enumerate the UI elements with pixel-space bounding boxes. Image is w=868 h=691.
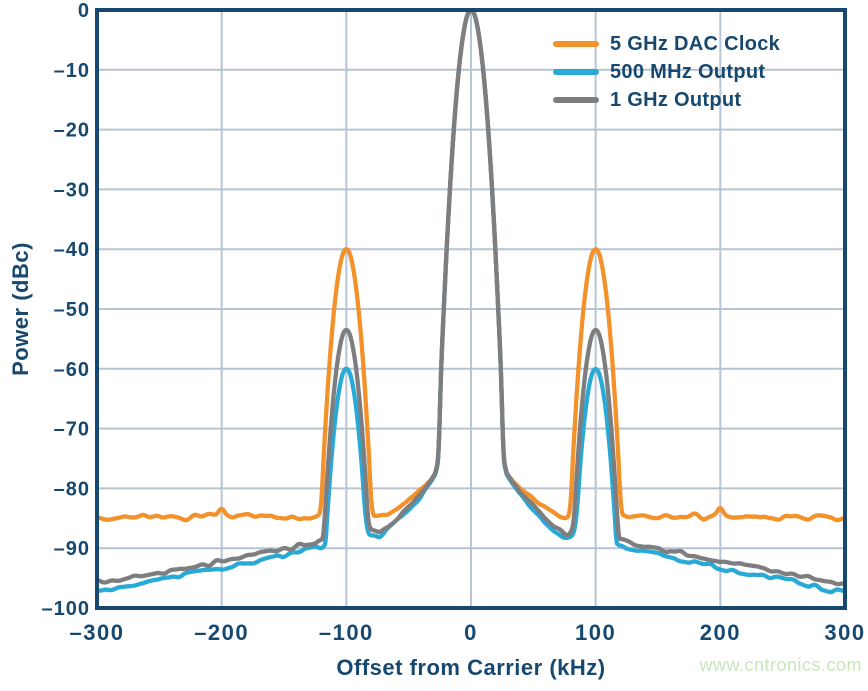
series-traces bbox=[97, 10, 845, 595]
y-tick-label: –20 bbox=[54, 120, 90, 142]
x-tick-label: –200 bbox=[194, 620, 249, 645]
x-tick-label: –100 bbox=[319, 620, 374, 645]
legend-item-2: 500 MHz Output bbox=[553, 58, 780, 86]
x-tick-label: 300 bbox=[824, 620, 865, 645]
y-axis-title: Power (dBc) bbox=[8, 242, 33, 376]
x-axis-title: Offset from Carrier (kHz) bbox=[336, 655, 606, 680]
x-tick-label: 100 bbox=[575, 620, 616, 645]
legend-swatch bbox=[553, 69, 599, 75]
y-tick-label: –50 bbox=[54, 299, 90, 321]
x-tick-label: 200 bbox=[700, 620, 741, 645]
legend-item-1: 5 GHz DAC Clock bbox=[553, 30, 780, 58]
y-tick-label: –40 bbox=[54, 239, 90, 261]
y-tick-label: –100 bbox=[42, 598, 91, 620]
gridlines bbox=[97, 10, 845, 608]
y-tick-label: –10 bbox=[54, 60, 90, 82]
tick-labels: 0–10–20–30–40–50–60–70–80–90–100–300 –200… bbox=[42, 0, 865, 645]
legend-item-3: 1 GHz Output bbox=[553, 86, 780, 114]
y-tick-label: 0 bbox=[78, 0, 90, 22]
x-tick-label: –300 bbox=[70, 620, 125, 645]
series-line-3 bbox=[97, 10, 845, 587]
series-line-2 bbox=[97, 10, 845, 595]
legend-swatch bbox=[553, 97, 599, 103]
y-tick-label: –60 bbox=[54, 359, 90, 381]
y-tick-label: –70 bbox=[54, 419, 90, 441]
legend: 5 GHz DAC Clock 500 MHz Output 1 GHz Outpu… bbox=[553, 30, 780, 114]
legend-swatch bbox=[553, 41, 599, 47]
axis-frame bbox=[95, 8, 847, 610]
y-tick-label: –30 bbox=[54, 179, 90, 201]
plot-frame bbox=[95, 8, 847, 610]
y-tick-label: –90 bbox=[54, 538, 90, 560]
y-tick-label: –80 bbox=[54, 478, 90, 500]
series-line-1 bbox=[97, 10, 845, 523]
legend-item-label: 500 MHz Output bbox=[610, 60, 766, 83]
watermark: www.cntronics.com bbox=[699, 655, 862, 675]
legend-item-label: 1 GHz Output bbox=[610, 88, 742, 111]
legend-item-label: 5 GHz DAC Clock bbox=[610, 32, 781, 55]
x-tick-label: 0 bbox=[464, 620, 478, 645]
